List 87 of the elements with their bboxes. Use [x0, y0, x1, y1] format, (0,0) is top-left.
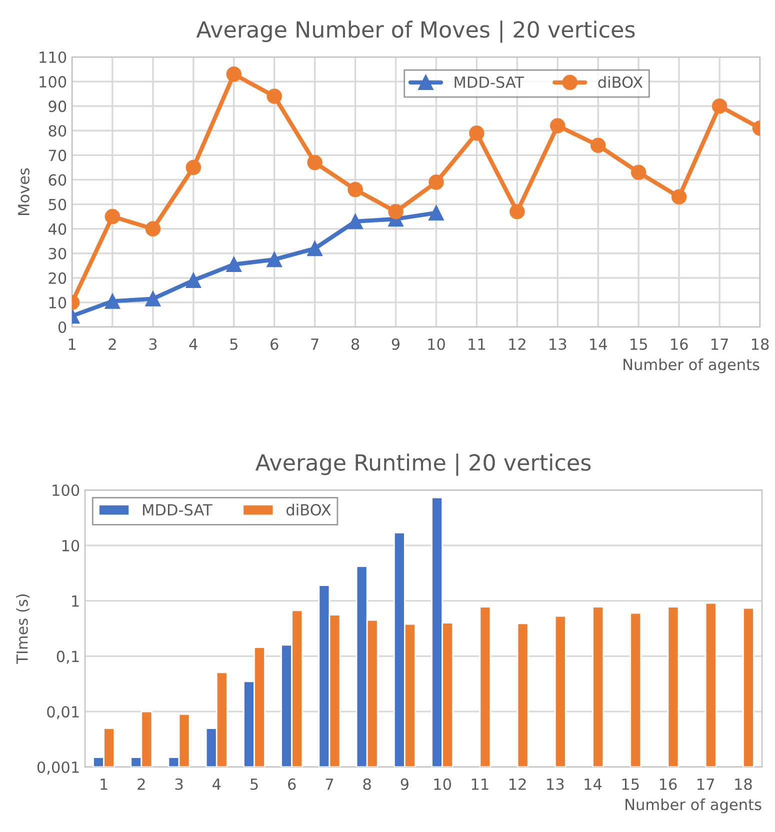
x-tick-label: 13	[547, 778, 564, 790]
point	[266, 88, 282, 104]
y-tick-label: 60	[48, 174, 66, 186]
point	[104, 208, 120, 224]
point	[712, 98, 728, 114]
y-tick-label: 1	[72, 595, 79, 607]
point	[428, 205, 444, 221]
y-tick-label: 90	[48, 100, 66, 112]
x-tick-label: 2	[138, 778, 145, 790]
y-tick-label: 10	[62, 540, 80, 552]
x-tick-label: 9	[400, 778, 408, 790]
x-tick-label: 9	[392, 338, 400, 350]
y-axis-title: Moves	[18, 168, 30, 215]
point	[226, 256, 242, 272]
chart-title: Average Runtime | 20 vertices	[255, 454, 591, 476]
x-tick-label: 14	[584, 778, 602, 790]
point	[186, 272, 202, 288]
y-tick-label: 10	[49, 296, 66, 308]
x-tick-label: 5	[250, 778, 258, 790]
x-tick-label: 6	[288, 778, 296, 790]
point	[226, 66, 242, 82]
y-tick-label: 0,1	[56, 650, 79, 664]
y-tick-label: 100	[40, 76, 66, 88]
x-tick-label: 18	[735, 778, 752, 790]
x-tick-label: 8	[363, 778, 371, 790]
point	[428, 174, 444, 190]
x-tick-label: 7	[326, 778, 334, 790]
x-tick-label: 10	[428, 338, 445, 350]
x-tick-label: 3	[149, 338, 157, 350]
y-tick-label: 70	[48, 150, 66, 162]
y-tick-label: 0,001	[37, 761, 79, 775]
point	[145, 221, 161, 236]
y-tick-label: 40	[48, 223, 66, 235]
legend-label: MDD-SAT	[454, 76, 524, 88]
x-tick-label: 16	[671, 338, 688, 350]
x-axis-title: Number of agents	[626, 798, 762, 814]
x-tick-label: 17	[698, 778, 714, 790]
x-tick-label: 15	[622, 778, 639, 790]
point	[510, 204, 525, 220]
y-tick-label: 110	[40, 51, 66, 64]
point	[145, 291, 161, 306]
legend-label: diBOX	[598, 76, 643, 88]
x-tick-label: 12	[509, 778, 526, 790]
x-axis-title: Number of agents	[624, 358, 760, 374]
chart-title: Average Number of Moves | 20 vertices	[196, 20, 635, 43]
x-tick-label: 5	[230, 338, 238, 350]
y-tick-label: 50	[48, 198, 66, 210]
point	[266, 252, 282, 268]
x-tick-label: 14	[590, 338, 607, 350]
legend-label: MDD-SAT	[143, 504, 212, 516]
y-tick-label: 30	[48, 248, 66, 260]
point	[186, 160, 202, 176]
x-tick-label: 1	[100, 778, 108, 790]
point	[590, 138, 606, 154]
x-tick-label: 4	[212, 778, 221, 790]
y-axis-title: TImes (s)	[16, 594, 30, 664]
point	[348, 182, 363, 198]
x-tick-label: 15	[630, 338, 647, 350]
y-tick-label: 20	[48, 272, 66, 284]
x-tick-label: 10	[434, 778, 452, 790]
x-tick-label: 8	[351, 338, 360, 350]
x-tick-label: 6	[270, 338, 278, 350]
y-tick-label: 80	[48, 125, 66, 137]
point	[469, 125, 484, 141]
point	[550, 118, 566, 134]
y-tick-label: 0	[58, 321, 66, 334]
y-tick-label: 100	[52, 484, 80, 496]
point	[671, 189, 687, 205]
y-tick-label: 0,01	[47, 706, 79, 720]
point	[388, 204, 404, 220]
x-tick-label: 3	[175, 778, 183, 790]
x-tick-label: 7	[311, 338, 318, 350]
legend-label: diBOX	[286, 504, 331, 516]
x-tick-label: 12	[509, 338, 526, 350]
x-tick-label: 11	[472, 778, 488, 790]
x-tick-label: 11	[468, 338, 486, 350]
x-tick-label: 18	[752, 338, 769, 350]
x-tick-label: 13	[550, 338, 566, 350]
x-tick-label: 16	[660, 778, 677, 790]
point	[104, 294, 120, 309]
x-tick-label: 2	[108, 338, 116, 350]
point	[307, 154, 322, 170]
point	[348, 214, 363, 230]
point	[307, 240, 322, 256]
x-tick-label: 17	[711, 338, 728, 350]
x-tick-label: 4	[189, 338, 198, 350]
point	[630, 164, 646, 180]
